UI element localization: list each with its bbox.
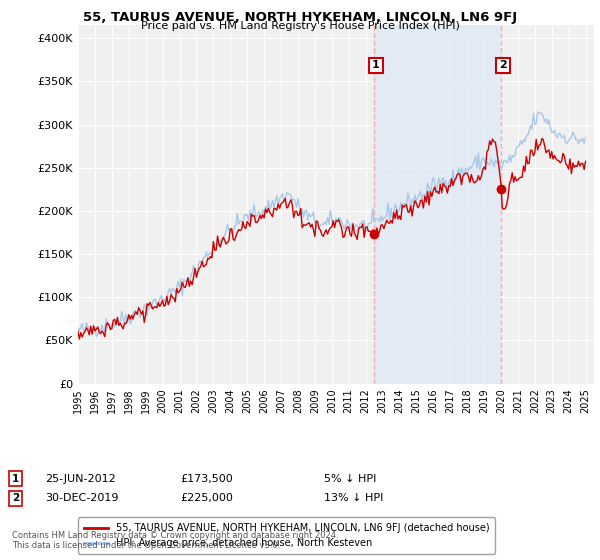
- Text: 2: 2: [499, 60, 507, 71]
- Text: 13% ↓ HPI: 13% ↓ HPI: [324, 493, 383, 503]
- Text: 2: 2: [12, 493, 19, 503]
- Bar: [374, 25, 501, 384]
- Text: 25-JUN-2012: 25-JUN-2012: [45, 474, 116, 484]
- Legend: 55, TAURUS AVENUE, NORTH HYKEHAM, LINCOLN, LN6 9FJ (detached house), HPI: Averag: 55, TAURUS AVENUE, NORTH HYKEHAM, LINCOL…: [78, 517, 495, 554]
- Text: 5% ↓ HPI: 5% ↓ HPI: [324, 474, 376, 484]
- Text: 30-DEC-2019: 30-DEC-2019: [45, 493, 119, 503]
- Text: Price paid vs. HM Land Registry's House Price Index (HPI): Price paid vs. HM Land Registry's House …: [140, 21, 460, 31]
- Text: 1: 1: [12, 474, 19, 484]
- Text: 55, TAURUS AVENUE, NORTH HYKEHAM, LINCOLN, LN6 9FJ: 55, TAURUS AVENUE, NORTH HYKEHAM, LINCOL…: [83, 11, 517, 24]
- Text: £173,500: £173,500: [180, 474, 233, 484]
- Text: 1: 1: [372, 60, 380, 71]
- Text: This data is licensed under the Open Government Licence v3.0.: This data is licensed under the Open Gov…: [12, 541, 280, 550]
- Text: £225,000: £225,000: [180, 493, 233, 503]
- Text: Contains HM Land Registry data © Crown copyright and database right 2024.: Contains HM Land Registry data © Crown c…: [12, 531, 338, 540]
